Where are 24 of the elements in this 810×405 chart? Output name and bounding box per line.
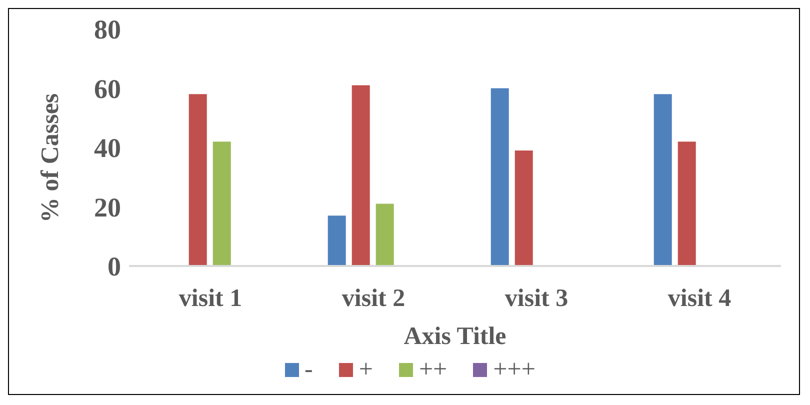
legend-label: - [304,356,313,384]
y-axis-title: % of Casses [36,93,64,222]
bar [376,204,394,266]
bar [514,150,533,266]
x-tick-label: visit 1 [178,284,242,312]
x-tick-label: visit 3 [504,284,568,312]
legend-label: + [358,356,373,384]
bar [188,94,207,266]
x-axis-title: Axis Title [404,322,506,350]
x-tick-label: visit 2 [342,284,406,312]
y-tick-label: 20 [94,192,121,222]
bar [490,88,509,266]
bar [654,94,672,266]
bar [678,142,696,266]
legend-label: +++ [493,356,536,384]
bar [352,85,370,266]
y-tick-label: 40 [94,133,121,164]
y-tick-label: 60 [94,74,121,104]
bar [328,216,346,266]
legend-label: ++ [418,356,448,384]
bar [212,142,231,266]
y-tick-label: 80 [94,14,121,45]
y-tick-label: 0 [108,252,121,282]
x-tick-label: visit 4 [668,284,732,312]
